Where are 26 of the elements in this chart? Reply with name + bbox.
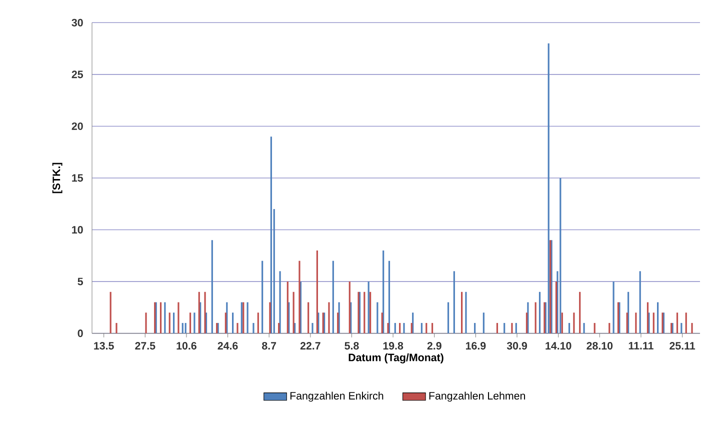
x-tick-label: 27.5 (135, 342, 156, 350)
x-tick-label: 22.7 (300, 342, 320, 350)
y-tick-label: 15 (72, 174, 83, 182)
y-tick-label: 30 (72, 18, 83, 26)
x-tick-label: 5.8 (344, 342, 359, 350)
y-tick-label: 25 (72, 70, 83, 78)
x-tick-label: 28.10 (586, 342, 613, 350)
y-tick-label: 20 (72, 122, 83, 130)
x-tick-label: 19.8 (383, 342, 404, 350)
x-tick-label: 13.5 (94, 342, 114, 350)
y-tick-label: 0 (78, 330, 83, 338)
x-tick-label: 25.11 (670, 342, 696, 350)
y-tick-label: 10 (72, 226, 83, 234)
x-tick-label: 2.9 (427, 342, 442, 350)
x-tick-label: 24.6 (218, 342, 238, 350)
x-tick-label: 11.11 (628, 342, 654, 350)
y-axis-title: [STK.] (52, 162, 62, 194)
x-tick-label: 10.6 (176, 342, 196, 350)
x-tick-label: 14.10 (546, 342, 572, 350)
x-tick-label: 30.9 (506, 342, 527, 350)
x-tick-label: 16.9 (466, 342, 486, 350)
x-tick-label: 8.7 (262, 342, 276, 350)
y-tick-label: 5 (78, 278, 83, 286)
legend-label: Fangzahlen Enkirch (290, 392, 384, 402)
legend-label: Fangzahlen Lehmen (429, 392, 526, 402)
x-axis-title: Datum (Tag/Monat) (348, 353, 444, 364)
